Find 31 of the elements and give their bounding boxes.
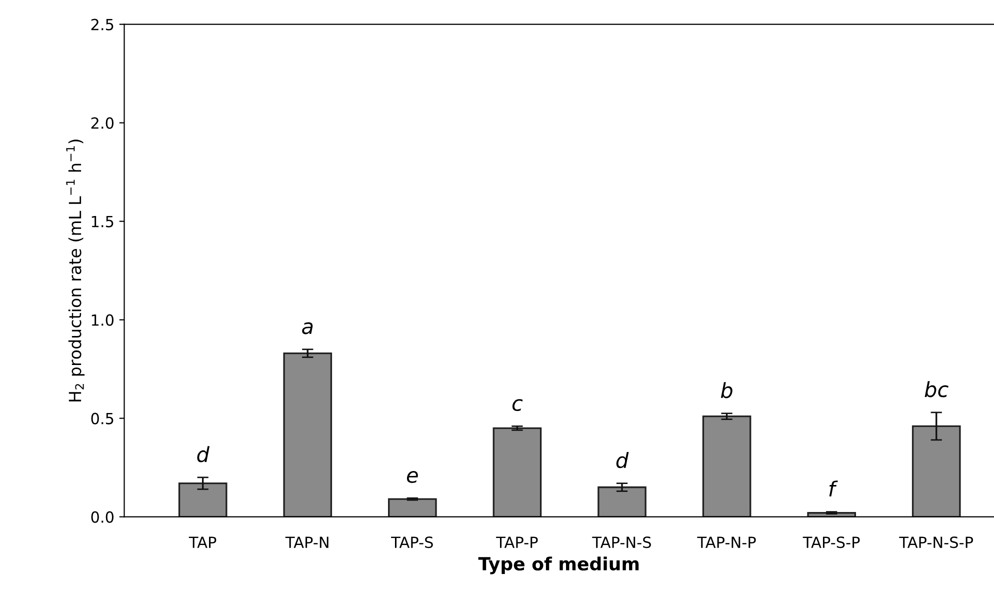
y-tick-label: 2.0 (91, 117, 114, 129)
y-tick-label: 0.5 (91, 412, 114, 424)
annotation: f (829, 480, 838, 496)
y-axis-title: H$_{2}$ production rate (mL L$^{−1}$ h$^{−1}$) (66, 140, 85, 402)
bar (702, 416, 752, 517)
x-tick-label: TAP-P (496, 536, 538, 548)
bar (283, 352, 332, 517)
x-tick-label: TAP-N (285, 536, 328, 548)
bar (492, 427, 542, 517)
annotation: e (406, 470, 418, 483)
annotation: d (197, 446, 210, 462)
bar (598, 486, 646, 517)
bar (178, 482, 228, 517)
annotation: c (512, 399, 523, 412)
x-tick-label: TAP-S (391, 536, 433, 548)
y-tick-label: 1.0 (92, 314, 114, 326)
x-tick-label: TAP-N-S (592, 536, 651, 548)
bar (912, 425, 961, 517)
y-tick-label: 1.5 (92, 216, 114, 228)
bar (388, 498, 437, 517)
y-tick-label: 2.5 (91, 18, 114, 30)
y-tick-label: 0.0 (91, 511, 114, 523)
annotation: d (616, 452, 629, 468)
x-tick-label: TAP-N-S-P (899, 536, 974, 548)
annotation: bc (924, 381, 948, 398)
x-tick-label: TAP-N-P (697, 536, 756, 548)
x-axis-title: Type of medium (478, 556, 639, 574)
x-tick-label: TAP-S-P (802, 536, 860, 548)
x-tick-label: TAP (188, 536, 216, 548)
annotation: b (720, 382, 732, 398)
annotation: a (302, 322, 313, 334)
